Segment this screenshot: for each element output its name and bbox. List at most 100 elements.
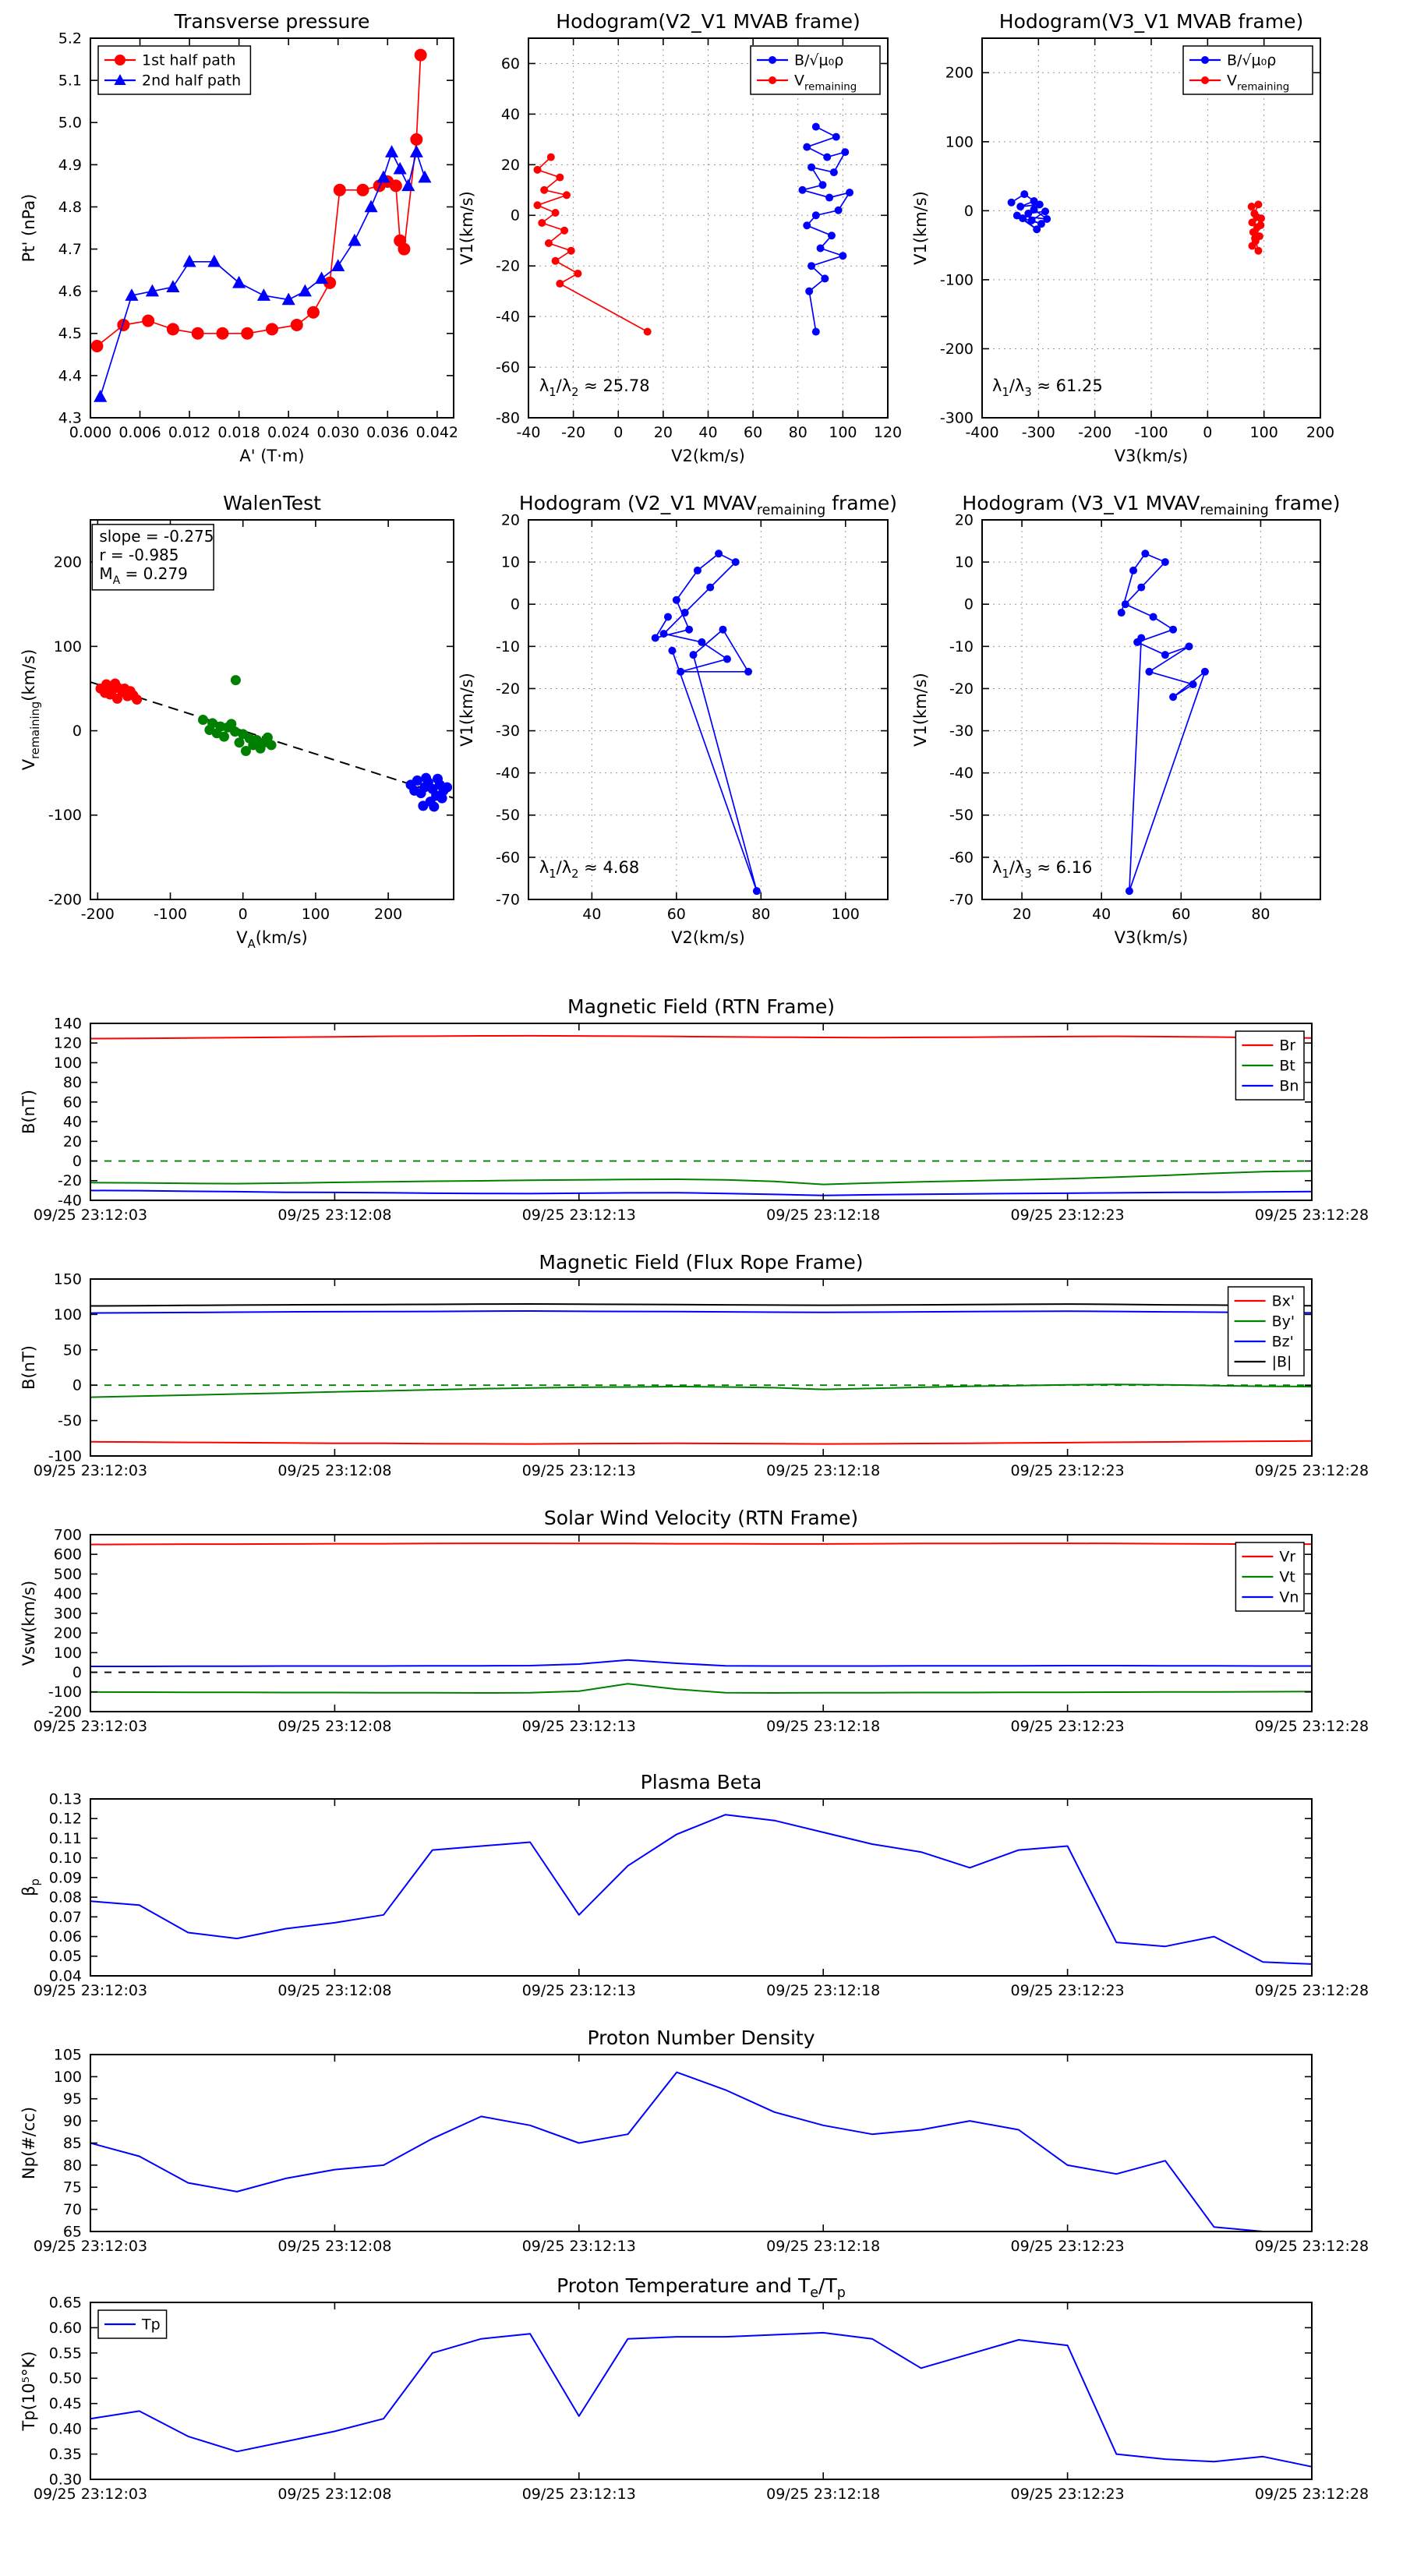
legend: Vr Vt Vn	[1235, 1542, 1305, 1612]
svg-text:-20: -20	[949, 680, 974, 698]
tick-labels: 09/25 23:12:03 09/25 23:12:08 09/25 23:12:…	[34, 1270, 1369, 1479]
svg-text:4.4: 4.4	[58, 367, 82, 384]
series-v-hodogram	[533, 153, 652, 336]
legend-label: Bz'	[1272, 1333, 1294, 1350]
series-cluster-green	[197, 675, 277, 757]
svg-text:0.50: 0.50	[49, 2370, 82, 2387]
svg-text:5.2: 5.2	[58, 30, 82, 47]
series-beta	[90, 1814, 1313, 1965]
svg-text:100: 100	[54, 1055, 82, 1072]
panel-hodogram-v3v1-mvav: 20 40 60 80-70-60-50-40-30-20-1001020Hodogr…	[911, 492, 1341, 947]
svg-text:-100: -100	[940, 271, 974, 288]
svg-text:-200: -200	[48, 891, 82, 908]
svg-text:09/25 23:12:28: 09/25 23:12:28	[1255, 1718, 1369, 1735]
legend-label: Br	[1279, 1037, 1295, 1054]
svg-text:80: 80	[1251, 906, 1270, 923]
svg-text:0.35: 0.35	[49, 2446, 82, 2463]
svg-text:0.10: 0.10	[49, 1850, 82, 1867]
series-bt	[90, 1170, 1313, 1186]
legend: B/√μ₀ρ Vremaining	[1182, 45, 1313, 95]
svg-text:0: 0	[72, 1153, 82, 1170]
svg-text:09/25 23:12:23: 09/25 23:12:23	[1011, 1718, 1125, 1735]
svg-text:300: 300	[54, 1605, 82, 1622]
svg-text:09/25 23:12:18: 09/25 23:12:18	[766, 2486, 880, 2503]
legend: B/√μ₀ρ Vremaining	[750, 45, 881, 95]
ticks	[90, 1278, 1313, 1457]
legend-label: B/√μ₀ρ	[794, 51, 843, 69]
svg-text:100: 100	[1250, 424, 1278, 441]
tick-labels: 09/25 23:12:03 09/25 23:12:08 09/25 23:12:…	[34, 2294, 1369, 2503]
panel-magnetic-field-flux-rope: 09/25 23:12:03 09/25 23:12:08 09/25 23:12:…	[19, 1251, 1369, 1479]
svg-text:105: 105	[54, 2046, 82, 2063]
svg-text:0.024: 0.024	[267, 424, 309, 441]
svg-text:150: 150	[54, 1270, 82, 1288]
svg-text:20: 20	[654, 424, 673, 441]
svg-text:09/25 23:12:03: 09/25 23:12:03	[34, 2486, 147, 2503]
y-axis-label: B(nT)	[19, 1345, 38, 1390]
svg-text:09/25 23:12:13: 09/25 23:12:13	[522, 2486, 636, 2503]
panel-title: Hodogram (V2_V1 MVAVremaining frame)	[519, 492, 897, 518]
svg-text:0.018: 0.018	[217, 424, 260, 441]
svg-text:140: 140	[54, 1015, 82, 1032]
panel-solar-wind-velocity: 09/25 23:12:03 09/25 23:12:08 09/25 23:12:…	[19, 1507, 1369, 1735]
series-v-hodogram	[1117, 549, 1209, 896]
panel-title: Hodogram (V3_V1 MVAVremaining frame)	[962, 492, 1340, 518]
tick-labels: -200 -100 0 100 200 -200 -100 0 100 200	[48, 554, 402, 923]
svg-text:09/25 23:12:28: 09/25 23:12:28	[1255, 2238, 1369, 2255]
svg-text:100: 100	[54, 638, 82, 655]
series-bn	[90, 1189, 1313, 1196]
svg-text:200: 200	[945, 65, 974, 82]
svg-text:4.5: 4.5	[58, 325, 82, 342]
svg-text:-200: -200	[48, 1703, 82, 1720]
svg-text:200: 200	[1306, 424, 1334, 441]
y-axis-label: V1(km/s)	[458, 673, 476, 747]
svg-text:60: 60	[1172, 906, 1190, 923]
annotation-line: MA = 0.279	[99, 564, 188, 587]
svg-text:4.3: 4.3	[58, 409, 82, 426]
y-axis-label: Pt' (nPa)	[19, 194, 38, 263]
svg-text:70: 70	[63, 2201, 82, 2218]
svg-text:09/25 23:12:13: 09/25 23:12:13	[522, 1718, 636, 1735]
annotation-line: r = -0.985	[99, 546, 178, 564]
tick-labels: 0.000 0.006 0.012 0.018 0.024 0.030 0.036 0.042…	[58, 30, 458, 441]
svg-text:-200: -200	[1078, 424, 1111, 441]
svg-text:09/25 23:12:13: 09/25 23:12:13	[522, 2238, 636, 2255]
svg-text:-70: -70	[496, 891, 520, 908]
svg-text:0.042: 0.042	[416, 424, 458, 441]
svg-text:09/25 23:12:18: 09/25 23:12:18	[766, 1462, 880, 1479]
svg-text:0: 0	[964, 203, 974, 220]
y-axis-label: V1(km/s)	[911, 191, 930, 265]
svg-text:09/25 23:12:18: 09/25 23:12:18	[766, 1207, 880, 1224]
svg-text:0: 0	[964, 596, 974, 613]
svg-text:20: 20	[63, 1133, 82, 1150]
svg-text:0.012: 0.012	[168, 424, 210, 441]
svg-text:5.1: 5.1	[58, 72, 82, 90]
svg-text:40: 40	[698, 424, 717, 441]
svg-text:09/25 23:12:28: 09/25 23:12:28	[1255, 1207, 1369, 1224]
panel-title: Transverse pressure	[174, 10, 370, 33]
svg-text:4.6: 4.6	[58, 283, 82, 300]
svg-text:100: 100	[945, 133, 974, 150]
svg-text:-100: -100	[1134, 424, 1168, 441]
svg-text:100: 100	[302, 906, 330, 923]
tick-labels: -400 -300 -200 -100 0 100 200-300-200-10001002…	[940, 65, 1334, 441]
legend-label: Tp	[141, 2316, 161, 2333]
svg-text:09/25 23:12:03: 09/25 23:12:03	[34, 1718, 147, 1735]
svg-text:40: 40	[501, 106, 520, 123]
legend: Tp	[97, 2309, 168, 2339]
svg-text:600: 600	[54, 1546, 82, 1564]
svg-text:-100: -100	[154, 906, 187, 923]
grid	[982, 38, 1320, 418]
svg-text:-10: -10	[949, 638, 974, 655]
svg-text:0.11: 0.11	[49, 1830, 82, 1847]
legend-label: Vn	[1279, 1588, 1299, 1606]
panel-title: Solar Wind Velocity (RTN Frame)	[544, 1507, 858, 1529]
svg-text:-20: -20	[561, 424, 585, 441]
axes-frame	[90, 1534, 1313, 1712]
svg-text:-60: -60	[949, 849, 974, 866]
panel-title: Hodogram(V3_V1 MVAB frame)	[999, 10, 1303, 33]
svg-text:0.036: 0.036	[366, 424, 408, 441]
svg-text:09/25 23:12:23: 09/25 23:12:23	[1011, 2238, 1125, 2255]
legend-label: Bn	[1279, 1077, 1299, 1094]
